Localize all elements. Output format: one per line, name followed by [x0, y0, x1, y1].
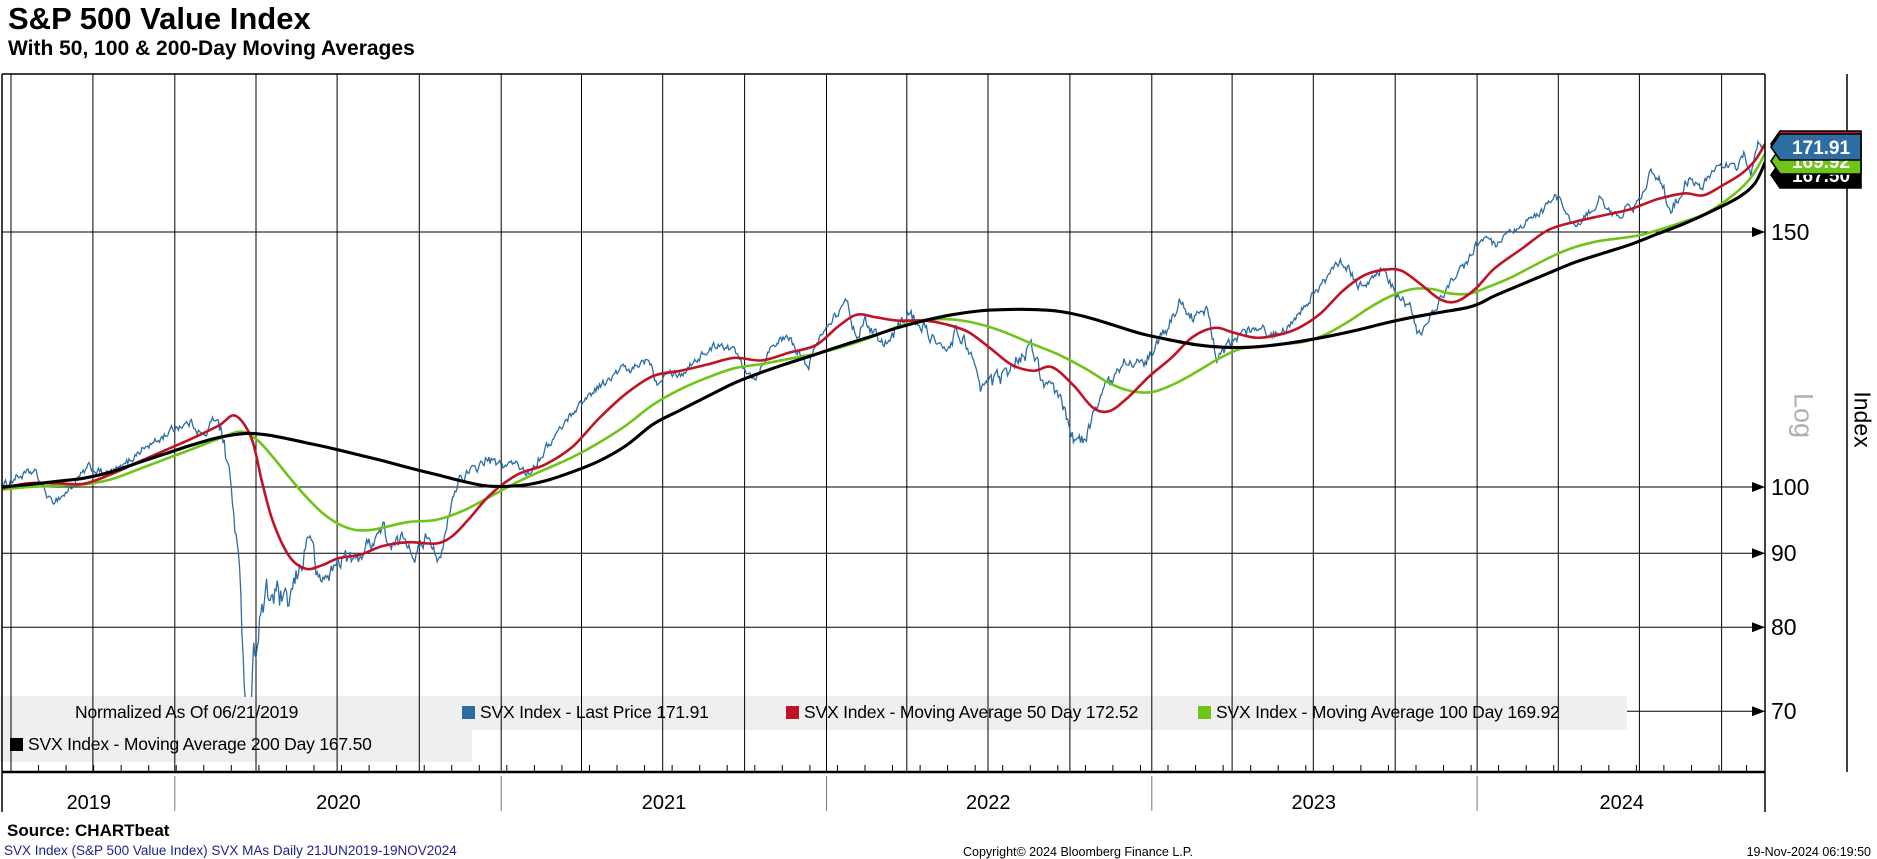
copyright-text: Copyright© 2024 Bloomberg Finance L.P. — [963, 845, 1193, 859]
y-tick-label: 100 — [1771, 474, 1810, 500]
legend-item[interactable]: SVX Index - Moving Average 50 Day 172.52 — [786, 702, 1138, 723]
legend-label: SVX Index - Last Price 171.91 — [480, 702, 709, 722]
series-lines — [2, 139, 1765, 697]
legend-label: SVX Index - Moving Average 200 Day 167.5… — [28, 734, 372, 754]
legend-band — [0, 696, 1627, 762]
gridline-arrow-icon — [1752, 482, 1765, 492]
x-year-label: 2019 — [66, 792, 112, 814]
legend-label: SVX Index - Moving Average 100 Day 169.9… — [1216, 702, 1560, 722]
y-tick-label: 90 — [1771, 540, 1797, 567]
legend-item[interactable]: SVX Index - Last Price 171.91 — [462, 702, 709, 723]
timestamp-text: 19-Nov-2024 06:19:50 — [1746, 845, 1871, 859]
gridline-arrow-icon — [1752, 622, 1765, 633]
gridline-arrow-icon — [1752, 548, 1765, 559]
axis-price-tag — [1770, 133, 1862, 161]
legend-item[interactable]: SVX Index - Moving Average 100 Day 169.9… — [1198, 702, 1560, 723]
legend-label: SVX Index - Moving Average 50 Day 172.52 — [804, 702, 1139, 722]
legend-item[interactable]: Normalized As Of 06/21/2019 — [75, 702, 298, 723]
source-label: Source: CHARTbeat — [7, 821, 170, 840]
v-gridlines — [10, 74, 1723, 772]
legend-swatch-icon — [462, 706, 475, 719]
y-tick-label: 150 — [1771, 219, 1810, 246]
y-tick-label: 70 — [1771, 698, 1797, 725]
legend-label: Normalized As Of 06/21/2019 — [75, 702, 299, 722]
legend-swatch-icon — [786, 706, 799, 719]
y-tick-label: 80 — [1771, 614, 1797, 641]
y-axis-title: Index — [1849, 391, 1876, 448]
x-year-label: 2024 — [1599, 792, 1644, 814]
legend-swatch-icon — [1198, 706, 1211, 719]
series-last-price — [2, 139, 1765, 697]
x-year-label: 2021 — [641, 792, 687, 814]
series-ma100 — [2, 152, 1765, 532]
h-gridlines — [2, 231, 1765, 712]
svg-text:171.91: 171.91 — [1792, 138, 1851, 159]
series-ma50 — [2, 142, 1765, 571]
chart-title: S&P 500 Value Index — [8, 1, 311, 36]
chart-subtitle: With 50, 100 & 200-Day Moving Averages — [8, 37, 415, 60]
legend-swatch-icon — [10, 738, 23, 751]
series-ma200 — [2, 161, 1765, 489]
x-year-label: 2022 — [965, 792, 1011, 814]
axes — [1, 73, 1848, 812]
security-description: SVX Index (S&P 500 Value Index) SVX MAs … — [4, 843, 457, 858]
gridline-arrow-icon — [1752, 706, 1765, 717]
log-scale-label[interactable]: Log — [1788, 392, 1819, 439]
x-year-label: 2020 — [316, 792, 361, 814]
x-year-label: 2023 — [1291, 792, 1337, 814]
legend-item[interactable]: SVX Index - Moving Average 200 Day 167.5… — [10, 734, 372, 755]
gridline-arrow-icon — [1752, 227, 1765, 237]
